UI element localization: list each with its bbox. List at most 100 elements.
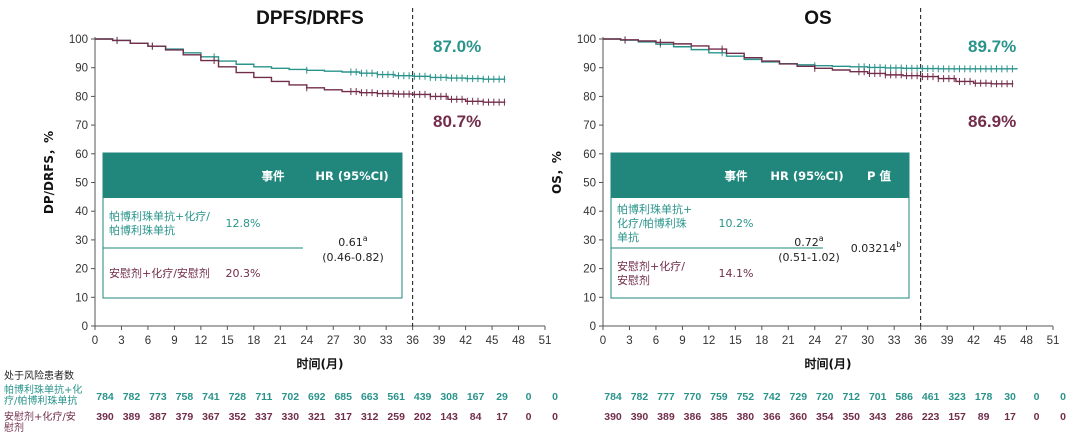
dpfs-row-events-placebo: 20.3%	[226, 267, 261, 280]
os-risk-placebo-value: 350	[842, 411, 860, 423]
dpfs-y-tick-label: 10	[75, 292, 88, 304]
dpfs-risk-placebo-value: 352	[229, 411, 247, 423]
dpfs-x-tick-label: 33	[380, 335, 393, 347]
dpfs-risk-placebo-value: 0	[552, 411, 558, 423]
dpfs-header-events: 事件	[262, 169, 285, 183]
os-risk-pembro-value: 712	[842, 391, 860, 403]
os-risk-pembro-value: 784	[604, 391, 622, 403]
os-risk-pembro-value: 461	[922, 391, 940, 403]
dpfs-x-tick-label: 30	[353, 335, 366, 347]
os-x-tick-label: 51	[1047, 335, 1060, 347]
dpfs-x-tick-label: 51	[539, 335, 552, 347]
dpfs-risk-pembro-value: 711	[255, 391, 272, 403]
dpfs-y-tick-label: 60	[75, 149, 88, 161]
os-risk-pembro-value: 30	[1004, 391, 1016, 403]
os-risk-placebo-value: 0	[1060, 411, 1066, 423]
os-risk-pembro-value: 752	[737, 391, 755, 403]
dpfs-risk-pembro-value: 167	[467, 391, 485, 403]
os-row-label-placebo: 安慰剂+化疗/安慰剂	[617, 259, 685, 287]
dpfs-risk-pembro-value: 29	[496, 391, 508, 403]
os-final-label-pembro: 89.7%	[968, 37, 1016, 56]
os-x-tick-label: 9	[679, 335, 685, 347]
dpfs-risk-placebo-value: 317	[334, 411, 352, 423]
dpfs-risk-placebo-value: 17	[496, 411, 508, 423]
os-header-hr: HR (95%CI)	[770, 169, 843, 183]
dpfs-x-axis-label: 时间(月)	[297, 356, 344, 371]
dpfs-hr-ci: (0.46-0.82)	[322, 251, 384, 264]
os-row-events-pembro: 10.2%	[719, 217, 754, 230]
dpfs-x-tick-label: 24	[300, 335, 313, 347]
dpfs-risk-placebo-value: 330	[282, 411, 300, 423]
os-y-tick-label: 80	[583, 91, 596, 103]
os-final-label-placebo: 86.9%	[968, 112, 1016, 131]
os-hr-ci: (0.51-1.02)	[778, 251, 840, 264]
os-x-tick-label: 42	[967, 335, 980, 347]
dpfs-risk-pembro-value: 758	[176, 391, 194, 403]
os-risk-placebo-value: 157	[948, 411, 966, 423]
dpfs-row-events-pembro: 12.8%	[226, 217, 261, 230]
os-y-tick-label: 10	[583, 292, 596, 304]
os-risk-placebo-value: 385	[710, 411, 728, 423]
os-header-p: P 值	[867, 169, 891, 183]
os-x-axis-label: 时间(月)	[805, 356, 852, 371]
dpfs-risk-pembro-value: 728	[229, 391, 247, 403]
dpfs-x-tick-label: 21	[274, 335, 287, 347]
dpfs-x-tick-label: 0	[92, 335, 98, 347]
dpfs-y-tick-label: 100	[69, 34, 88, 46]
dpfs-chart-title: DPFS/DRFS	[256, 8, 364, 29]
os-hr-value: 0.72a	[794, 234, 824, 249]
dpfs-x-tick-label: 3	[118, 335, 124, 347]
os-risk-pembro-value: 323	[948, 391, 966, 403]
dpfs-hr-value: 0.61a	[338, 234, 368, 249]
os-risk-placebo-value: 286	[895, 411, 913, 423]
dpfs-risk-placebo-value: 337	[255, 411, 273, 423]
os-row-label-pembro: 帕博利珠单抗+化疗/帕博利珠单抗	[617, 202, 692, 244]
os-y-tick-label: 100	[577, 34, 596, 46]
risk-label-pembro: 帕博利珠单抗+化疗/帕博利珠单抗	[4, 383, 82, 407]
os-y-tick-label: 40	[583, 206, 596, 218]
os-y-tick-label: 60	[583, 149, 596, 161]
risk-label-placebo: 安慰剂+化疗/安慰剂	[4, 410, 76, 434]
os-y-tick-label: 0	[590, 321, 596, 333]
os-risk-pembro-value: 759	[710, 391, 728, 403]
dpfs-x-tick-label: 15	[221, 335, 234, 347]
os-x-tick-label: 36	[914, 335, 927, 347]
dpfs-header-hr: HR (95%CI)	[315, 169, 388, 183]
dpfs-x-tick-label: 42	[459, 335, 472, 347]
dpfs-y-tick-label: 40	[75, 206, 88, 218]
dpfs-y-tick-label: 50	[75, 178, 88, 190]
dpfs-row-label-placebo: 安慰剂+化疗/安慰剂	[109, 266, 210, 280]
dpfs-risk-placebo-value: 143	[440, 411, 458, 423]
dpfs-risk-pembro-value: 439	[414, 391, 432, 403]
os-chart-title: OS	[804, 8, 831, 29]
os-x-tick-label: 30	[861, 335, 874, 347]
dpfs-x-tick-label: 48	[512, 335, 525, 347]
dpfs-risk-placebo-value: 379	[176, 411, 194, 423]
dpfs-y-axis-label: DP/DRFS，%	[42, 131, 56, 214]
os-y-tick-label: 70	[583, 120, 596, 132]
risk-table-title: 处于风险患者数	[4, 369, 74, 382]
os-x-tick-label: 39	[941, 335, 954, 347]
dpfs-risk-pembro-value: 741	[202, 391, 220, 403]
os-x-tick-label: 21	[782, 335, 795, 347]
os-x-tick-label: 0	[600, 335, 606, 347]
os-risk-placebo-value: 390	[631, 411, 649, 423]
os-risk-pembro-value: 770	[684, 391, 702, 403]
dpfs-x-tick-label: 45	[486, 335, 499, 347]
dpfs-y-tick-label: 70	[75, 120, 88, 132]
os-risk-pembro-value: 701	[869, 391, 887, 403]
os-risk-pembro-value: 586	[895, 391, 913, 403]
dpfs-row-label-pembro: 帕博利珠单抗+化疗/帕博利珠单抗	[109, 209, 210, 237]
os-x-tick-label: 24	[808, 335, 821, 347]
os-series-pembro-line	[603, 38, 1018, 70]
os-x-tick-label: 18	[755, 335, 768, 347]
os-risk-placebo-value: 366	[763, 411, 781, 423]
dpfs-risk-placebo-value: 387	[149, 411, 167, 423]
os-row-events-placebo: 14.1%	[719, 267, 754, 280]
dpfs-final-label-pembro: 87.0%	[433, 37, 481, 56]
os-risk-placebo-value: 354	[816, 411, 834, 423]
os-y-tick-label: 90	[583, 63, 596, 75]
dpfs-x-tick-label: 12	[194, 335, 207, 347]
os-y-axis-label: OS，%	[550, 151, 564, 194]
